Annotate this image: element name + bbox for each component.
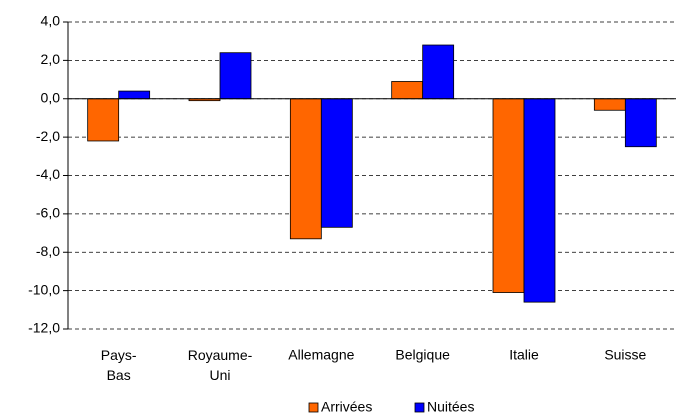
- bar: [523, 98, 556, 303]
- y-tick-label: -2,0: [36, 128, 60, 144]
- x-tick-label: Pays- Bas: [101, 347, 137, 383]
- bar: [320, 98, 353, 228]
- bar: [289, 98, 322, 240]
- legend-label: Nuitées: [427, 399, 474, 415]
- legend-swatch: [414, 402, 425, 413]
- x-tick-label: Allemagne: [288, 347, 354, 363]
- x-tick-label: Belgique: [395, 347, 450, 363]
- bar: [219, 52, 252, 100]
- bar: [492, 98, 525, 293]
- y-tick-label: -8,0: [36, 243, 60, 259]
- bar: [624, 98, 657, 148]
- legend-label: Arrivées: [321, 399, 372, 415]
- y-tick-label: 2,0: [41, 51, 61, 67]
- x-tick-label-line: Royaume-: [188, 347, 253, 363]
- y-tick-label: 0,0: [41, 89, 61, 105]
- bar: [118, 90, 151, 100]
- y-tick-label: -4,0: [36, 166, 60, 182]
- y-tick-label: -10,0: [28, 281, 60, 297]
- y-tick-label: 4,0: [41, 13, 61, 29]
- bar: [422, 44, 455, 100]
- x-tick-label: Italie: [509, 347, 539, 363]
- x-tick-label-line: Pays-: [101, 347, 137, 363]
- y-tick-label: -12,0: [28, 320, 60, 336]
- bar: [87, 98, 120, 142]
- bar: [391, 81, 424, 100]
- x-tick-label-line: Bas: [107, 367, 131, 383]
- bar: [593, 98, 626, 111]
- y-tick-label: -6,0: [36, 205, 60, 221]
- x-tick-label: Suisse: [604, 347, 646, 363]
- x-tick-label-line: Uni: [209, 367, 230, 383]
- x-tick-label: Royaume- Uni: [188, 347, 253, 383]
- legend-swatch: [308, 402, 319, 413]
